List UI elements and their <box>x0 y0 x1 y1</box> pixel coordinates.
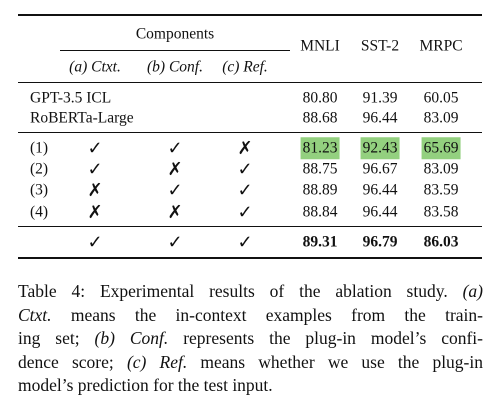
component-mark: ✓ <box>237 201 253 222</box>
component-mark: ✗ <box>87 201 103 222</box>
score: 88.84 <box>302 202 338 220</box>
row-label: (3) <box>30 181 49 199</box>
rule <box>18 132 482 133</box>
component-mark: ✓ <box>237 180 253 201</box>
score: 96.79 <box>362 233 398 251</box>
score: 96.44 <box>362 181 398 199</box>
row-label: (2) <box>30 160 49 178</box>
caption-line: Ctxt. means the in-context examples from… <box>18 304 483 328</box>
component-mark: ✓ <box>167 138 183 158</box>
score: 83.58 <box>423 202 459 220</box>
caption-line: Table 4: Experimental results of the abl… <box>18 280 483 304</box>
component-mark: ✓ <box>87 159 103 180</box>
component-mark: ✗ <box>167 159 183 180</box>
subcolumn-header: (c) Ref. <box>222 58 268 76</box>
caption-text: means whether we use the plug-in <box>187 351 483 372</box>
component-mark: ✓ <box>237 159 253 180</box>
score: 96.44 <box>362 109 398 127</box>
caption-text: represents the plug-in model’s confi- <box>168 328 483 349</box>
subcolumn-header: (b) Conf. <box>147 58 203 76</box>
score: 65.69 <box>421 137 461 159</box>
component-mark: ✓ <box>237 232 253 252</box>
caption-line: ing set; (b) Conf. represents the plug-i… <box>18 327 483 351</box>
component-mark: ✓ <box>167 180 183 201</box>
metric-header: MNLI <box>300 37 340 55</box>
model-name: GPT-3.5 ICL <box>30 89 112 107</box>
caption-text: model’s prediction for the test input. <box>18 375 273 396</box>
score: 83.09 <box>423 160 459 178</box>
metric-header: MRPC <box>419 37 463 55</box>
component-mark: ✓ <box>87 138 103 158</box>
component-mark: ✗ <box>237 138 253 158</box>
score: 96.67 <box>362 160 398 178</box>
rule <box>18 82 482 83</box>
row-label: (4) <box>30 202 49 220</box>
score: 92.43 <box>360 137 400 159</box>
component-mark: ✓ <box>87 232 103 252</box>
score: 80.80 <box>302 89 338 107</box>
row-label: (1) <box>30 139 49 157</box>
score: 86.03 <box>423 233 459 251</box>
score: 88.75 <box>302 160 338 178</box>
score: 96.44 <box>362 202 398 220</box>
caption-text: means the in-context examples from the t… <box>51 304 483 325</box>
score: 89.31 <box>302 233 338 251</box>
model-name: RoBERTa-Large <box>30 109 134 127</box>
score: 88.89 <box>302 181 338 199</box>
score: 83.59 <box>423 181 459 199</box>
metric-header: SST-2 <box>360 37 400 55</box>
rule <box>18 257 482 259</box>
caption-text: ing set; <box>18 328 95 349</box>
caption-text: Ctxt. <box>18 304 52 325</box>
score: 81.23 <box>300 137 340 159</box>
score: 60.05 <box>423 89 459 107</box>
score: 91.39 <box>362 89 398 107</box>
components-header: Components <box>135 25 215 43</box>
component-mark: ✓ <box>167 232 183 252</box>
component-mark: ✗ <box>167 201 183 222</box>
caption-text: (a) <box>462 281 483 301</box>
rule <box>60 50 290 51</box>
caption: Table 4: Experimental results of the abl… <box>18 280 483 398</box>
caption-line: model’s prediction for the test input. <box>18 374 483 398</box>
caption-text: Table 4: Experimental results of the abl… <box>18 281 463 301</box>
score: 88.68 <box>302 109 338 127</box>
score: 83.09 <box>423 109 459 127</box>
rule <box>18 226 482 227</box>
caption-text: (c) Ref. <box>126 351 188 372</box>
caption-text: dence score; <box>18 351 127 372</box>
caption-line: dence score; (c) Ref. means whether we u… <box>18 351 483 375</box>
rule <box>18 14 482 16</box>
subcolumn-header: (a) Ctxt. <box>69 58 121 76</box>
component-mark: ✗ <box>87 180 103 201</box>
caption-text: (b) Conf. <box>94 328 169 349</box>
